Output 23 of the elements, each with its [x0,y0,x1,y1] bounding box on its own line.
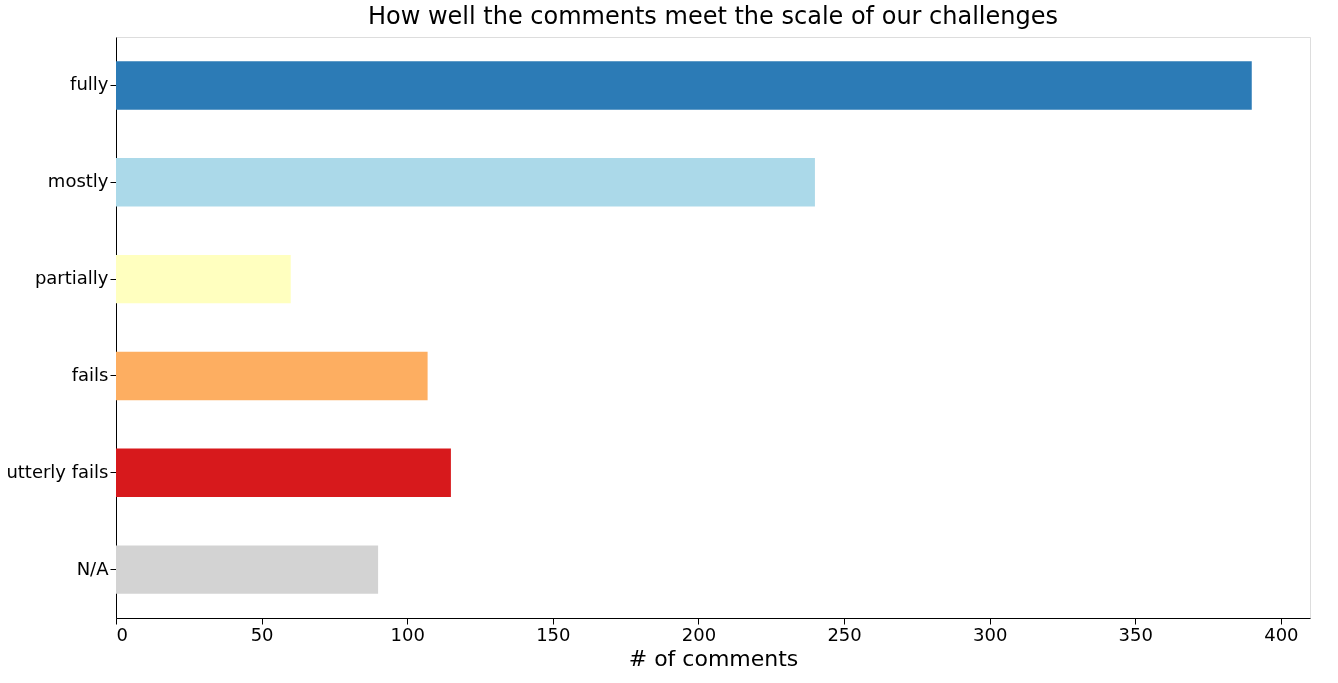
bar [116,158,815,207]
y-tick-label: N/A [76,557,110,579]
y-tick-label: fails [71,363,109,385]
y-tick-label: mostly [47,170,109,192]
y-tick-label: fully [70,73,109,95]
bar [116,61,1252,110]
x-tick-label: 150 [536,623,571,645]
x-tick-label: 100 [390,623,425,645]
bar [116,448,451,497]
y-tick-label: partially [34,267,109,289]
y-tick-label: utterly fails [6,460,109,482]
chart-title: How well the comments meet the scale of our challenges [367,2,1059,30]
x-tick-label: 250 [827,623,862,645]
x-axis-title: # of comments [628,645,799,671]
x-tick-label: 300 [972,623,1008,645]
bar [116,545,379,594]
x-tick-label: 200 [681,623,717,645]
x-tick-label: 0 [116,623,128,645]
x-tick-label: 350 [1118,623,1153,645]
x-tick-label: 50 [250,623,274,645]
x-tick-label: 400 [1264,623,1299,645]
bar [116,254,291,304]
bar [116,351,428,401]
